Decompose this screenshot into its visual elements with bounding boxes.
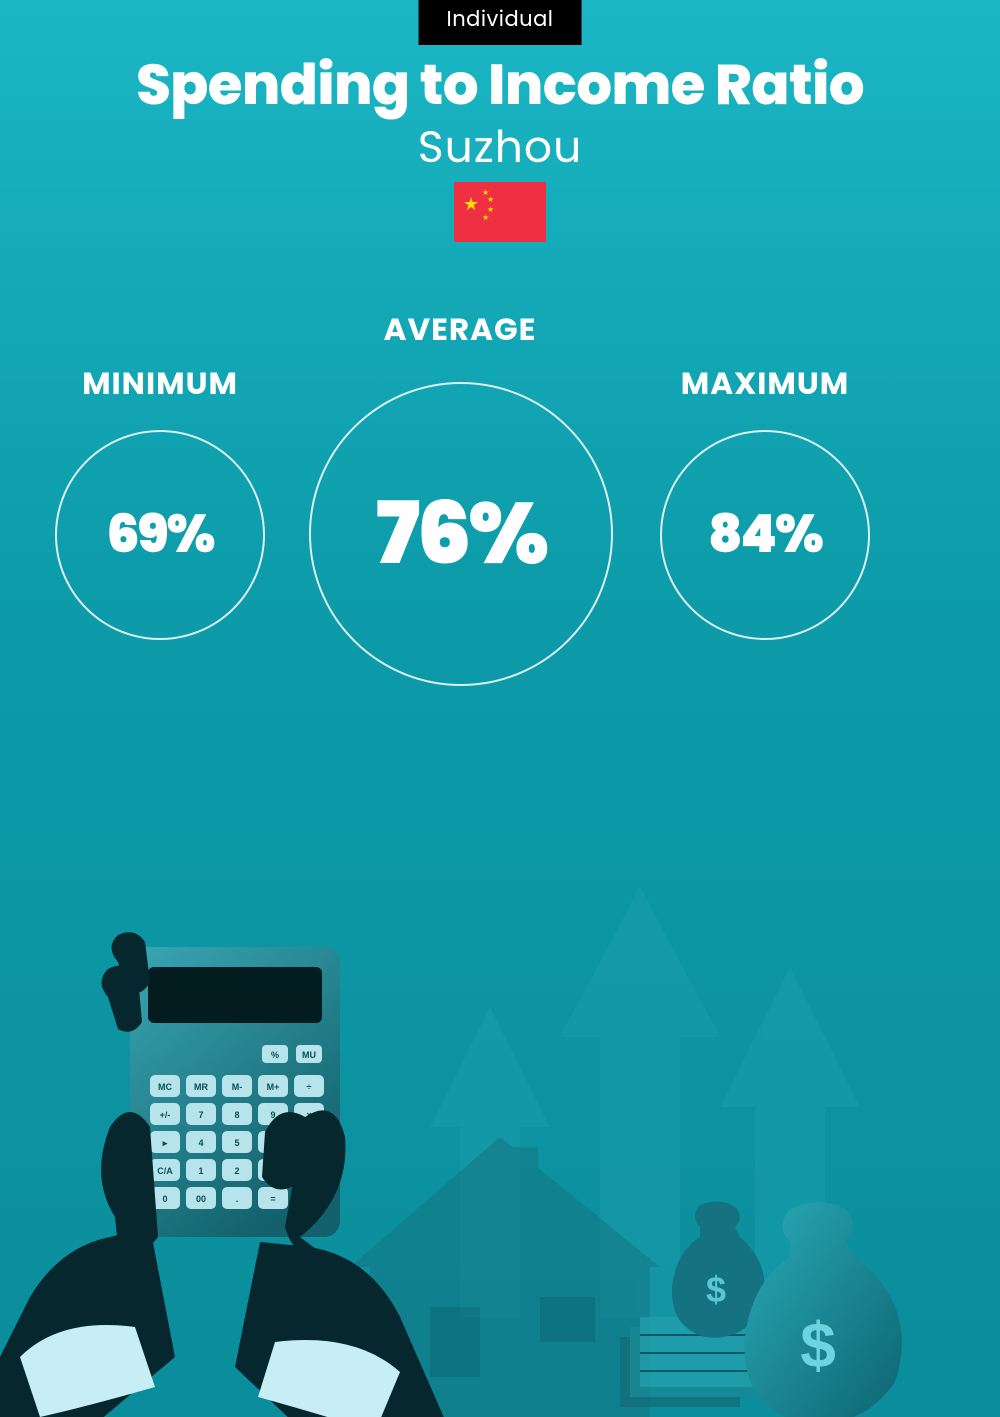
flag-star-icon: ★ — [482, 212, 489, 224]
svg-text:4: 4 — [198, 1138, 203, 1148]
category-tab: Individual — [419, 0, 582, 45]
average-label: AVERAGE — [355, 306, 565, 353]
svg-text:6: 6 — [270, 1138, 275, 1148]
category-tab-label: Individual — [447, 5, 554, 34]
average-circle: 76% — [309, 382, 613, 686]
svg-text:×: × — [306, 1110, 311, 1120]
svg-text:7: 7 — [198, 1110, 203, 1120]
svg-text:MR: MR — [194, 1082, 208, 1092]
svg-text:MU: MU — [302, 1050, 316, 1060]
svg-text:÷: ÷ — [307, 1082, 312, 1092]
svg-text:0: 0 — [162, 1194, 167, 1204]
svg-text:M-: M- — [232, 1082, 243, 1092]
country-flag-icon: ★ ★ ★ ★ ★ — [454, 182, 546, 242]
svg-text:00: 00 — [196, 1194, 206, 1204]
finance-illustration-icon: $ $ — [0, 797, 1000, 1417]
minimum-value: 69% — [107, 496, 214, 574]
svg-text:MC: MC — [158, 1082, 172, 1092]
maximum-circle: 84% — [660, 430, 870, 640]
svg-text:$: $ — [706, 1269, 726, 1310]
city-subtitle: Suzhou — [0, 115, 1000, 180]
svg-text:3: 3 — [270, 1166, 275, 1176]
average-value: 76% — [376, 470, 546, 599]
svg-text:▸: ▸ — [162, 1138, 168, 1148]
flag-star-icon: ★ — [463, 191, 479, 218]
svg-text:−: − — [306, 1138, 311, 1148]
svg-text:C/A: C/A — [157, 1166, 173, 1176]
svg-text:8: 8 — [234, 1110, 239, 1120]
svg-text:+/-: +/- — [160, 1110, 171, 1120]
svg-text:9: 9 — [270, 1110, 275, 1120]
svg-text:$: $ — [800, 1309, 836, 1381]
svg-text:5: 5 — [234, 1138, 239, 1148]
maximum-value: 84% — [708, 496, 822, 574]
svg-text:2: 2 — [234, 1166, 239, 1176]
minimum-label: MINIMUM — [55, 360, 265, 407]
maximum-label: MAXIMUM — [660, 360, 870, 407]
svg-text:M+: M+ — [267, 1082, 280, 1092]
minimum-circle: 69% — [55, 430, 265, 640]
svg-text:=: = — [270, 1194, 275, 1204]
svg-text:1: 1 — [198, 1166, 203, 1176]
svg-text:%: % — [271, 1050, 279, 1060]
svg-text:+: + — [306, 1166, 311, 1176]
svg-text:.: . — [236, 1194, 239, 1204]
